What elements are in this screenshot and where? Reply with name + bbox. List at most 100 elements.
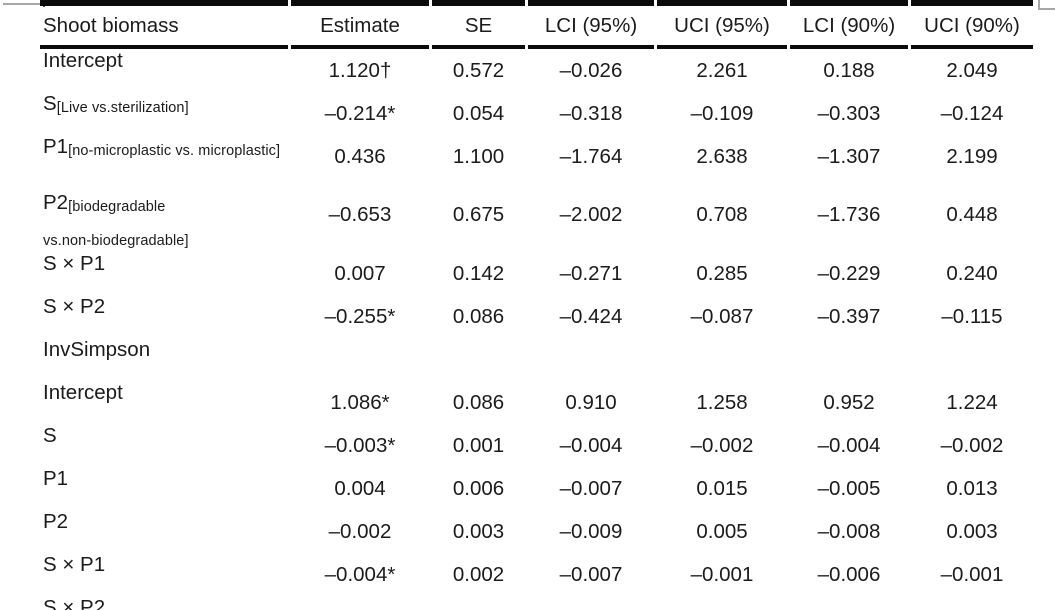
cell-lci-90: 0.952 [823,390,875,414]
row-label-main: S [43,92,57,115]
cell-uci-90 [911,338,1033,381]
cell-uci-90: 2.049 [946,58,998,82]
row-label-main: P1 [43,467,69,490]
cell-se: 0.003 [452,519,505,543]
cell-se: 0.001 [432,596,525,610]
cell-se: 0.086 [452,304,505,328]
row-label-main: S × P2 [43,596,106,610]
cell-se: 0.675 [452,203,505,226]
table-row: P1[no-microplastic vs. microplastic] 0.4… [40,135,1033,178]
cell-lci-90: –1.307 [817,144,881,168]
table-row: S × P2 –0.255* 0.086 –0.424 –0.087 –0.39… [40,295,1033,338]
cell-lci-90: –0.004 [817,433,881,457]
cell-lci-95: –0.002 [528,596,654,610]
adjacent-cell-gridline-top-left-horizontal [3,3,43,5]
header-row: Shoot biomass Estimate SE LCI (95%) UCI … [40,0,1033,49]
cell-lci-90: –0.005 [817,476,881,500]
cell-uci-95: 0.015 [696,476,748,500]
cell-estimate: –0.214* [324,101,396,125]
table-body: Intercept 1.120† 0.572 –0.026 2.261 0.18… [40,49,1033,610]
cell-estimate: 0.004 [334,476,386,500]
cell-estimate: 1.086* [330,390,390,414]
row-label: Intercept [40,49,288,92]
cell-lci-90: –0.229 [817,261,881,285]
header-se: SE [432,0,525,49]
row-label: P2 [40,510,288,553]
row-label: Intercept [40,381,288,424]
cell-uci-90: –0.124 [940,101,1004,125]
row-label-main: Intercept [43,49,123,72]
cell-uci-95: 0.005 [696,519,748,543]
row-label: P1 [40,467,288,510]
header-lci-95: LCI (95%) [528,0,654,49]
cell-estimate: –0.004* [324,562,396,586]
cell-se: 1.100 [452,144,505,168]
table-row: S × P1 –0.004* 0.002 –0.007 –0.001 –0.00… [40,553,1033,596]
cell-uci-90: 0.001 [911,596,1033,610]
regression-results-table: Shoot biomass Estimate SE LCI (95%) UCI … [37,0,1036,610]
cell-estimate [291,338,429,381]
row-label: InvSimpson [40,338,288,381]
cell-lci-95: –0.318 [559,101,623,125]
cell-lci-90: –0.008 [817,519,881,543]
row-label-subscript-line2: vs.non-biodegradable] [43,232,189,249]
row-label-main: Intercept [43,381,123,404]
cell-uci-90: 0.448 [946,203,998,226]
row-label: S × P1 [40,252,288,295]
cell-uci-95: –0.109 [690,101,754,125]
cell-lci-90: –0.397 [817,304,881,328]
row-label-main: S × P1 [43,252,106,275]
table-row: P1 0.004 0.006 –0.007 0.015 –0.005 0.013 [40,467,1033,510]
cell-uci-90: –0.002 [940,433,1004,457]
row-label-subscript: [Live vs.sterilization] [56,100,189,116]
cell-se: 0.006 [452,476,505,500]
cell-estimate: 0.007 [334,261,386,285]
cell-lci-95: –0.271 [559,261,623,285]
cell-estimate: 0.436 [334,144,386,168]
adjacent-cell-gridline-top-right-horizontal [1038,8,1055,10]
cell-uci-95: –0.002 [690,433,754,457]
cell-estimate: –0.001 [291,596,429,610]
row-label-main: P1 [43,135,69,158]
header-uci-95: UCI (95%) [657,0,787,49]
cell-lci-90: –0.303 [817,101,881,125]
cell-lci-95: –0.007 [559,562,623,586]
header-uci-90: UCI (90%) [911,0,1033,49]
cell-se [432,338,525,381]
table-row: P2 –0.002 0.003 –0.009 0.005 –0.008 0.00… [40,510,1033,553]
table-row: InvSimpson [40,338,1033,381]
cell-lci-90 [790,338,908,381]
cell-uci-95: 2.261 [696,58,748,82]
row-label-main: S × P1 [43,553,106,576]
table-row: S[Live vs.sterilization] –0.214* 0.054 –… [40,92,1033,135]
row-label: S × P2 [40,596,288,610]
cell-estimate: –0.002 [328,519,392,543]
cell-se: 0.054 [452,101,505,125]
cell-uci-90: –0.115 [941,304,1003,328]
row-label: S × P2 [40,295,288,338]
row-label-main: S [43,424,57,447]
header-lci-90: LCI (90%) [790,0,908,49]
cell-uci-90: 1.224 [946,390,998,414]
cell-lci-95: –0.009 [559,519,623,543]
cell-se: 0.001 [452,433,505,457]
cell-lci-95: –2.002 [559,203,623,226]
cell-lci-95 [528,338,654,381]
row-label-main: InvSimpson [43,338,151,361]
adjacent-cell-gridline-top-right-vertical [1038,0,1040,9]
cell-lci-95: 0.910 [565,390,617,414]
table-row: P2[biodegradable vs.non-biodegradable] –0… [40,178,1033,252]
cell-uci-95: 0.001 [657,596,787,610]
cell-se: 0.002 [452,562,505,586]
row-label-main: P2 [43,190,69,214]
cell-lci-95: –0.424 [559,304,623,328]
cell-lci-95: –0.007 [559,476,623,500]
row-label: S [40,424,288,467]
cell-uci-90: –0.001 [940,562,1004,586]
cell-lci-90: –0.006 [817,562,881,586]
cell-uci-90: 0.013 [946,476,998,500]
cell-estimate: –0.255* [324,304,396,328]
cell-uci-95: 2.638 [696,144,748,168]
cell-estimate: 1.120† [328,58,392,82]
header-shoot-biomass: Shoot biomass [40,0,288,49]
